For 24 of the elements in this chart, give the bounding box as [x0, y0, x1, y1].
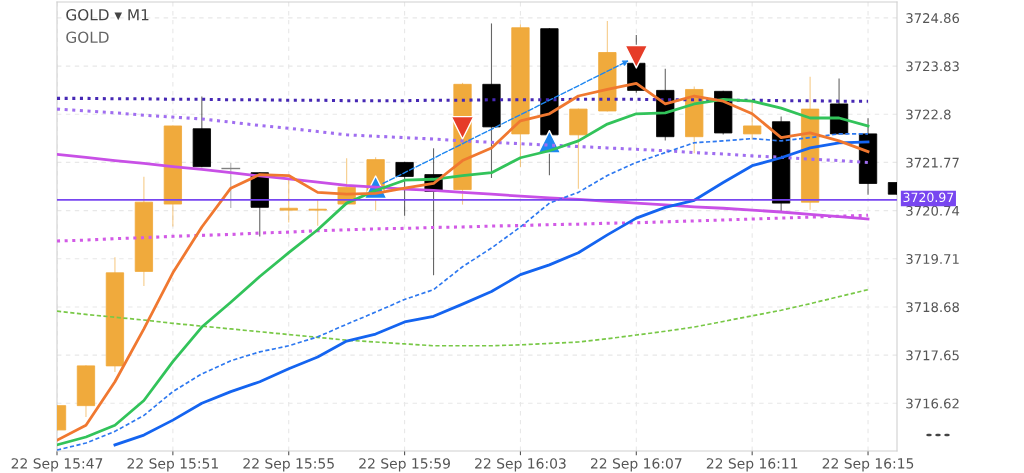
x-tick-label: 22 Sep 16:11 [706, 458, 798, 472]
x-tick-label: 22 Sep 15:51 [127, 458, 218, 472]
y-tick-label: 3716.62 [906, 398, 959, 409]
y-tick-label: 3723.83 [906, 61, 959, 72]
line-series [57, 107, 870, 164]
x-tick-label: 22 Sep 16:15 [822, 458, 914, 472]
chart-title: GOLD ▾ M1 [66, 9, 149, 21]
y-tick-label: 3718.68 [906, 302, 959, 313]
x-tick-label: 22 Sep 15:59 [359, 458, 450, 472]
x-tick-label: 22 Sep 16:07 [590, 458, 682, 472]
line-series [57, 288, 869, 347]
y-tick-label: 3717.65 [906, 350, 959, 361]
ref-line-label: 3720.97 [903, 192, 954, 203]
text: GOLD [66, 31, 109, 44]
x-tick-label: 22 Sep 16:03 [475, 458, 566, 472]
y-tick-label: 3719.71 [906, 253, 959, 264]
y-tick-label: 3721.77 [906, 157, 959, 168]
x-tick-label: 22 Sep 15:47 [11, 458, 103, 472]
y-tick-label: 3724.86 [906, 13, 960, 24]
x-tick-label: 22 Sep 15:55 [243, 458, 334, 472]
y-tick-label: 3720.74 [906, 205, 960, 216]
y-tick-label: 3722.8 [906, 109, 951, 120]
point [624, 44, 649, 69]
point [450, 115, 475, 140]
